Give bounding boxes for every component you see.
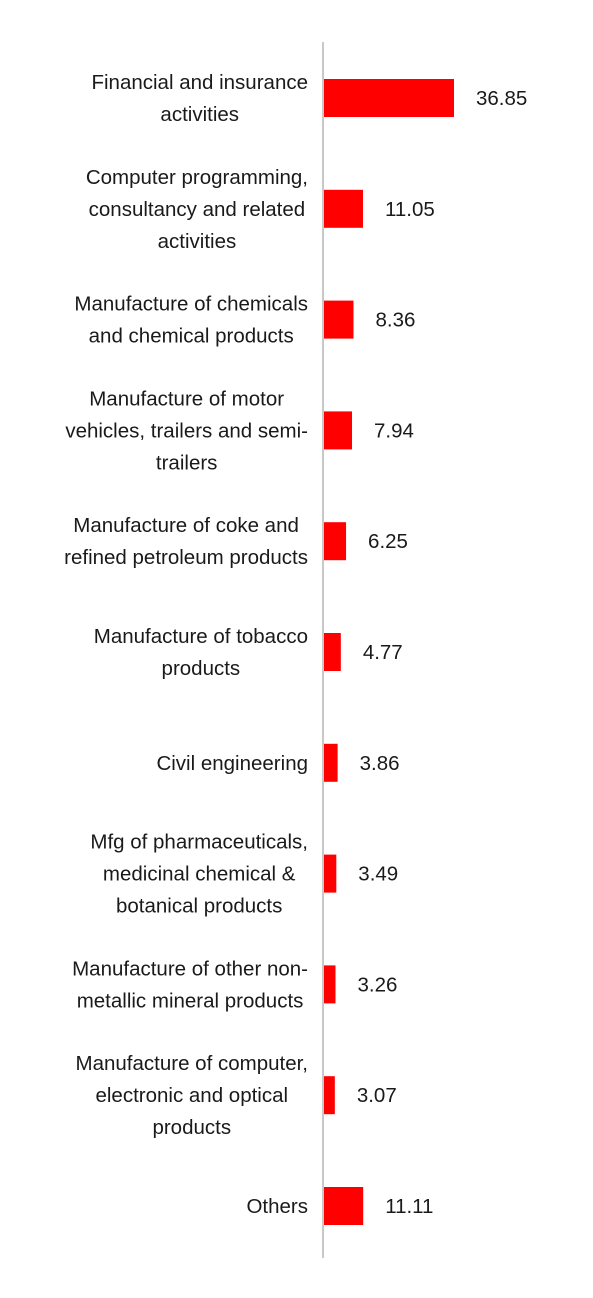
bar-0 [324,79,454,117]
category-label-3-line-2: trailers [156,451,218,474]
category-label-3: Manufacture of motor vehicles, trailers a… [65,387,308,474]
value-label-9: 3.07 [357,1084,397,1107]
category-label-2: Manufacture of chemicals and chemical pro… [74,293,308,348]
category-label-6-line-0: Civil engineering [156,752,308,775]
value-label-4: 6.25 [368,530,408,553]
value-label-0: 36.85 [476,87,527,110]
bar-10 [324,1187,364,1225]
category-label-10: Others [246,1195,308,1218]
bar-7 [324,854,337,893]
category-label-9-line-2: products [152,1116,231,1139]
value-label-5: 4.77 [363,641,403,664]
value-label-6: 3.86 [360,752,400,775]
category-label-7-line-2: botanical products [116,895,282,918]
bar-1 [324,189,363,228]
category-label-2-line-1: and chemical products [89,325,294,348]
value-label-3: 7.94 [374,419,414,442]
category-label-5-line-0: Manufacture of tobacco [94,625,308,648]
value-label-10: 11.11 [385,1195,433,1218]
category-label-4: Manufacture of coke and refined petroleum… [64,514,308,569]
category-label-3-line-1: vehicles, trailers and semi- [65,419,308,442]
value-label-7: 3.49 [358,863,398,886]
category-label-1-line-0: Computer programming, [86,166,308,189]
bar-9 [324,1076,335,1115]
category-label-0-line-1: activities [160,103,239,126]
category-label-4-line-0: Manufacture of coke and [73,514,299,537]
bar-8 [324,965,336,1004]
value-label-8: 3.26 [358,973,398,996]
bar-4 [324,522,347,561]
category-labels-layer: Financial and insurance activitiesCompute… [64,71,308,1218]
value-labels-layer: 36.85 11.05 8.36 7.94 6.25 4.77 3.86 3.49 3.26 3.… [357,87,527,1218]
category-label-1-line-2: activities [158,230,237,253]
bar-2 [324,300,354,339]
value-label-1: 11.05 [385,198,435,221]
category-label-6: Civil engineering [156,752,308,775]
value-label-2: 8.36 [375,309,415,332]
category-label-7-line-1: medicinal chemical & [103,863,296,886]
category-label-3-line-0: Manufacture of motor [89,387,284,410]
category-label-4-line-1: refined petroleum products [64,546,308,569]
category-label-0-line-0: Financial and insurance [91,71,308,94]
bar-6 [324,743,338,782]
category-label-9: Manufacture of computer, electronic and o… [76,1052,308,1139]
category-label-9-line-0: Manufacture of computer, [76,1052,308,1075]
bar-5 [324,633,341,671]
category-label-10-line-0: Others [246,1195,308,1218]
category-label-2-line-0: Manufacture of chemicals [74,293,308,316]
category-label-0: Financial and insurance activities [91,71,308,126]
bars-layer [324,79,454,1225]
category-label-7-line-0: Mfg of pharmaceuticals, [90,831,308,854]
category-label-7: Mfg of pharmaceuticals, medicinal chemica… [90,831,308,918]
category-label-9-line-1: electronic and optical [95,1084,288,1107]
category-label-8-line-0: Manufacture of other non- [72,957,308,980]
bar-3 [324,411,353,450]
category-label-8: Manufacture of other non-metallic minera… [72,957,308,1012]
category-label-5: Manufacture of tobacco products [94,625,308,680]
category-label-1: Computer programming, consultancy and rel… [86,166,308,253]
category-label-8-line-1: metallic mineral products [77,989,304,1012]
category-label-1-line-1: consultancy and related [89,198,306,221]
category-label-5-line-1: products [162,657,241,680]
